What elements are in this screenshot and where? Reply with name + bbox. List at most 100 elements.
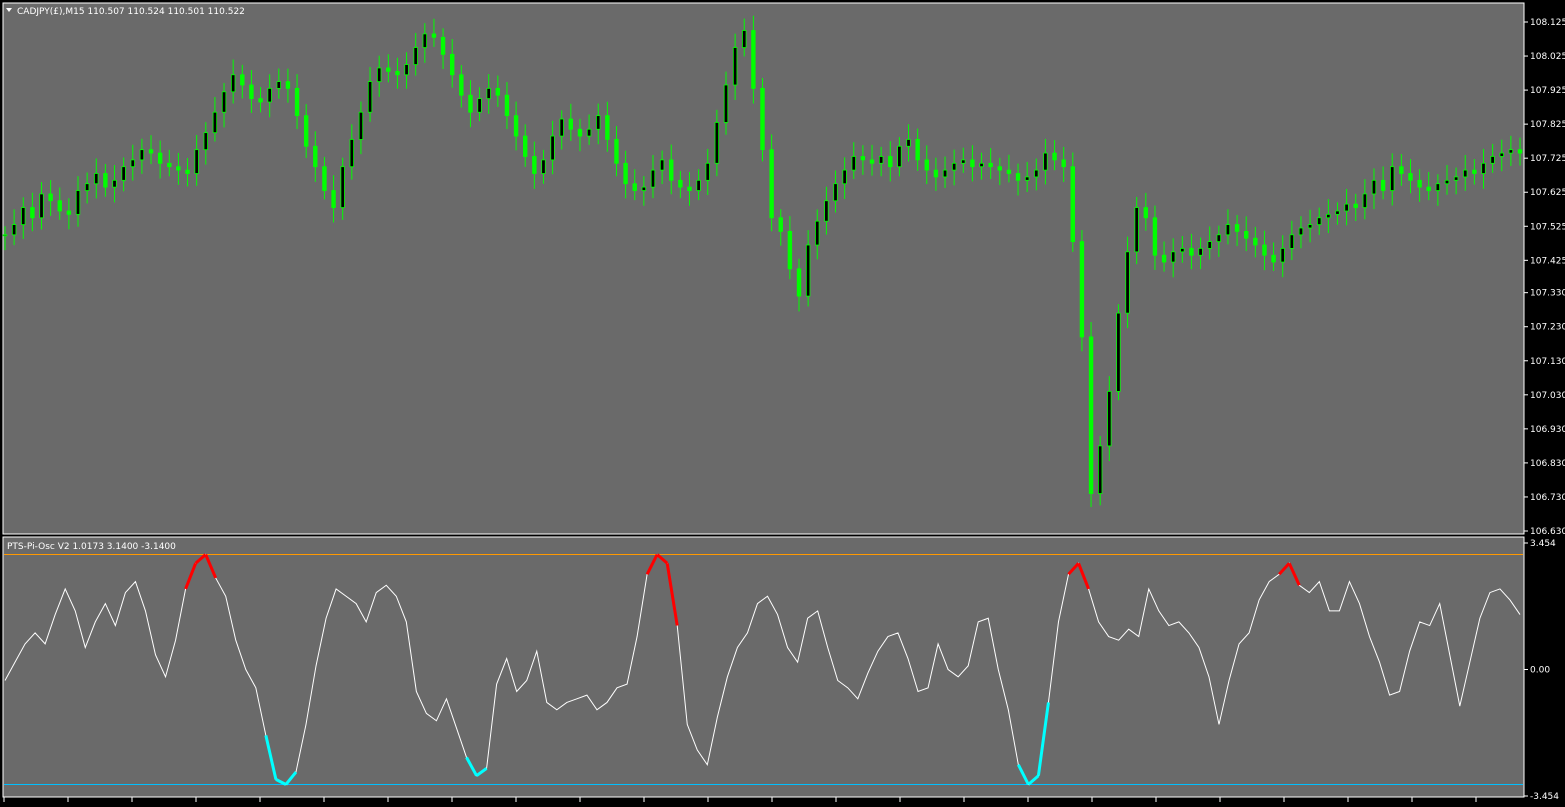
- candle-body: [1052, 152, 1057, 161]
- candle-body: [532, 156, 537, 174]
- candle-body: [276, 81, 281, 89]
- candle-body: [605, 115, 610, 140]
- candle-body: [669, 159, 674, 181]
- candle-body: [495, 87, 501, 96]
- candle-body: [942, 169, 948, 178]
- candle-body: [1134, 207, 1139, 253]
- candle-body: [376, 67, 382, 82]
- candle-body: [468, 94, 473, 113]
- candle-body: [504, 94, 510, 117]
- candle-body: [1271, 254, 1276, 263]
- candle-body: [1344, 203, 1349, 212]
- oversold-segment: [1027, 774, 1040, 786]
- candle-body: [440, 36, 446, 55]
- candle-body: [769, 149, 774, 219]
- oversold-segment: [475, 767, 488, 777]
- candle-body: [805, 244, 811, 297]
- price-axis-ticks: 108.125 108.025 107.925 107.825 107.725 107.6…: [1524, 18, 1565, 537]
- candle-body: [1088, 336, 1094, 494]
- candle-body: [632, 183, 637, 191]
- candle-body: [1225, 224, 1231, 236]
- candle-body: [176, 166, 181, 171]
- candle-body: [240, 74, 245, 86]
- candle-body: [988, 162, 993, 168]
- candle-body: [623, 162, 628, 185]
- candle-body: [778, 217, 783, 232]
- candle-body: [1472, 169, 1477, 174]
- candle-body: [1061, 159, 1066, 168]
- candle-body: [148, 149, 154, 154]
- candle-body: [1490, 156, 1495, 164]
- candle-body: [659, 159, 665, 171]
- candle-body: [349, 139, 355, 168]
- candle-body: [541, 159, 546, 174]
- price-axis: [1525, 0, 1565, 807]
- candle-body: [842, 169, 847, 185]
- candle-body: [1207, 241, 1212, 249]
- overbought-segment: [1067, 562, 1080, 576]
- candle-body: [1417, 179, 1422, 188]
- candle-body: [431, 33, 437, 38]
- candle-body: [586, 128, 592, 137]
- candle-body: [340, 166, 345, 208]
- candle-body: [130, 159, 135, 168]
- candle-body: [696, 179, 701, 191]
- candle-body: [1006, 169, 1012, 174]
- candle-body: [869, 159, 875, 164]
- candle-body: [404, 64, 409, 76]
- candle-body: [1399, 166, 1404, 174]
- price-tick-label: 106.730: [1530, 493, 1565, 503]
- candle-body: [714, 122, 720, 164]
- candle-body: [194, 149, 199, 174]
- candle-body: [112, 179, 117, 188]
- candle-body: [924, 159, 929, 171]
- candle-body: [1198, 248, 1203, 256]
- candle-body: [167, 162, 172, 168]
- candle-body: [285, 81, 291, 89]
- candle-body: [878, 156, 884, 164]
- price-tick-label: 107.425: [1530, 256, 1565, 266]
- candle-body: [422, 33, 428, 48]
- candle-body: [559, 118, 564, 137]
- candle-body: [1481, 162, 1486, 174]
- candle-body: [961, 159, 966, 164]
- oscillator-series: [4, 553, 1523, 786]
- oversold-segment: [1036, 702, 1050, 776]
- candle-body: [951, 162, 957, 171]
- candle-body: [294, 87, 300, 117]
- candle-body: [1161, 254, 1167, 263]
- candle-body: [185, 169, 190, 174]
- candle-body: [906, 139, 911, 147]
- candle-body: [322, 166, 327, 191]
- candle-body: [678, 179, 683, 188]
- candle-body: [860, 156, 866, 161]
- triangle-down-icon[interactable]: [6, 8, 12, 12]
- candle-body: [1435, 183, 1441, 191]
- overbought-segment: [204, 553, 218, 579]
- candle-body: [732, 47, 738, 86]
- candle-body: [833, 183, 838, 202]
- overbought-segment: [194, 553, 207, 565]
- candle-body: [787, 230, 793, 270]
- candle-body: [1453, 176, 1459, 181]
- oversold-segment: [275, 778, 287, 786]
- oversold-segment: [284, 771, 298, 786]
- oscillator-tick-label: -3.454: [1530, 792, 1559, 802]
- candle-body: [486, 87, 491, 100]
- candle-body: [513, 115, 519, 137]
- overbought-segment: [1077, 562, 1090, 590]
- candle-body: [1353, 203, 1358, 208]
- candle-body: [94, 173, 99, 185]
- price-tick-label: 107.030: [1530, 391, 1565, 401]
- price-tick-label: 108.125: [1530, 18, 1565, 28]
- candle-body: [386, 67, 391, 72]
- candle-body: [1070, 166, 1076, 243]
- candle-body: [1517, 149, 1523, 154]
- candle-body: [1143, 207, 1149, 219]
- candle-body: [258, 98, 263, 103]
- candle-body: [11, 224, 17, 236]
- overbought-segment: [665, 563, 679, 626]
- price-tick-label: 106.830: [1530, 459, 1565, 469]
